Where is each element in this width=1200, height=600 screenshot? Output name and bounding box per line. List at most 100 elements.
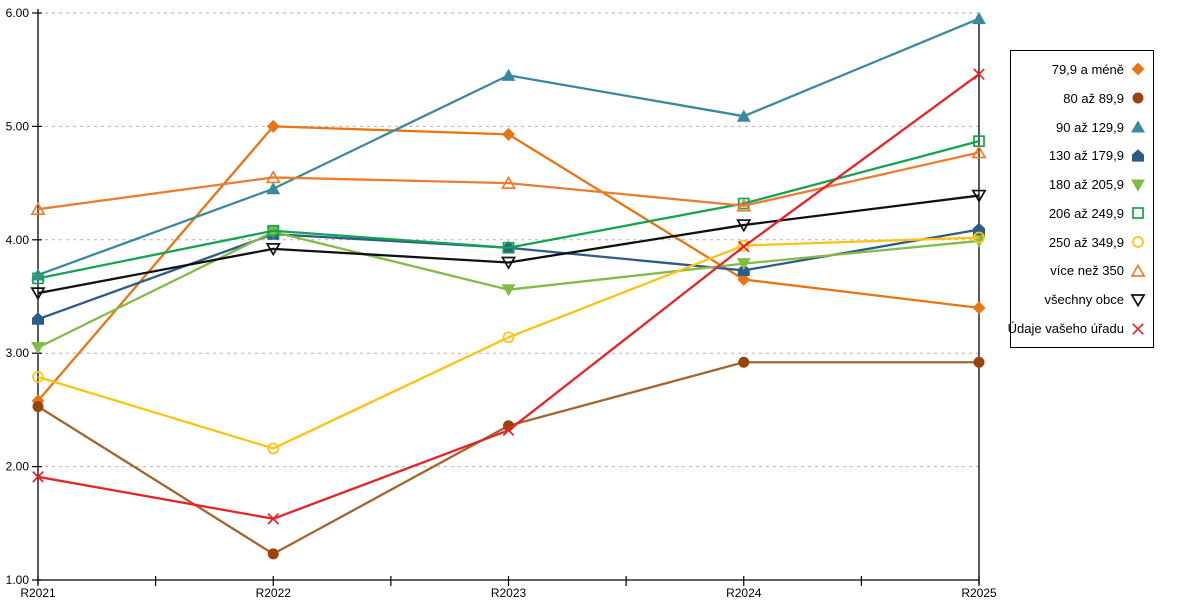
triangle-down-marker-icon [736, 219, 752, 233]
legend-item-9: Údaje vašeho úřadu [1007, 314, 1153, 343]
diamond-marker-icon [266, 119, 280, 133]
legend-marker [1131, 179, 1145, 192]
square-marker-icon [502, 241, 515, 254]
triangle-down-marker-icon [31, 342, 45, 355]
series-markers [32, 135, 985, 285]
legend-label: 80 až 89,9 [1063, 90, 1124, 106]
x-cross-marker-icon [502, 424, 515, 437]
square-marker-icon [1132, 207, 1144, 220]
series-line [37, 73, 980, 520]
series-markers [32, 222, 985, 325]
triangle-up-marker-icon [266, 182, 281, 195]
legend-item-4: 180 až 205,9 [1011, 170, 1153, 199]
series-markers [31, 119, 986, 408]
legend-marker [1132, 236, 1144, 249]
triangle-up-marker-icon [30, 201, 46, 216]
legend-item-6: 250 až 349,9 [1011, 228, 1153, 257]
pentagon-marker-icon [1132, 149, 1144, 162]
legend-item-8: všechny obce [1011, 285, 1153, 314]
circle-marker-icon [1132, 236, 1144, 249]
legend-label: 90 až 129,9 [1056, 119, 1124, 135]
diamond-marker-icon [1131, 62, 1145, 76]
legend-label: všechny obce [1044, 292, 1125, 308]
diamond-marker-icon [502, 127, 515, 141]
legend-label: více než 350 [1050, 263, 1124, 279]
series-markers [32, 68, 985, 525]
triangle-down-marker-icon [1131, 179, 1145, 192]
y-tick-label: 5.00 [6, 119, 30, 133]
pentagon-marker-icon [973, 222, 985, 236]
legend-label: 79,9 a méně [1051, 61, 1124, 77]
triangle-up-marker-icon [1130, 263, 1146, 277]
series-line [37, 151, 980, 211]
pentagon-marker-icon [32, 312, 44, 325]
triangle-down-marker-icon [736, 258, 751, 271]
x-cross-marker-icon [1132, 322, 1144, 335]
legend-marker [1132, 149, 1144, 162]
triangle-down-marker-icon [265, 243, 281, 257]
x-cross-marker-icon [973, 68, 985, 81]
diamond-marker-icon [737, 272, 751, 287]
x-tick-label: R2025 [961, 586, 997, 600]
legend: 79,9 a méně 80 až 89,9 90 až 129,9 130 až 1… [1007, 50, 1154, 348]
triangle-down-marker-icon [501, 284, 516, 297]
legend-item-5: 206 až 249,9 [1011, 199, 1153, 228]
series-markers [30, 189, 987, 301]
triangle-up-marker-icon [736, 109, 751, 122]
legend-marker [1131, 62, 1145, 76]
legend-marker [1132, 92, 1144, 104]
triangle-up-marker-icon [1131, 120, 1145, 133]
series-line [37, 361, 979, 556]
legend-label: 130 až 179,9 [1048, 148, 1124, 164]
y-tick-label: 6.00 [6, 6, 30, 20]
x-cross-marker-icon [737, 240, 750, 253]
triangle-up-marker-icon [972, 12, 986, 25]
circle-marker-icon [32, 371, 44, 383]
circle-marker-icon [1132, 92, 1144, 104]
y-tick-label: 3.00 [6, 346, 30, 360]
legend-label: 180 až 205,9 [1048, 177, 1124, 193]
y-tick-label: 2.00 [6, 460, 30, 474]
triangle-up-marker-icon [736, 198, 752, 212]
x-cross-marker-icon [267, 512, 280, 525]
series-markers [30, 145, 987, 216]
legend-marker [1131, 120, 1145, 133]
triangle-up-marker-icon [500, 175, 517, 189]
legend-item-3: 130 až 179,9 [1011, 141, 1153, 170]
diamond-marker-icon [972, 301, 986, 315]
series-line [37, 236, 980, 450]
legend-marker [1132, 322, 1144, 335]
legend-marker [1132, 207, 1144, 220]
legend-marker [1130, 263, 1146, 277]
legend-label: 206 až 249,9 [1048, 205, 1124, 221]
x-cross-marker-icon [32, 471, 44, 483]
triangle-up-marker-icon [501, 68, 516, 81]
legend-marker [1130, 293, 1146, 308]
circle-marker-icon [973, 356, 985, 368]
series-line [37, 140, 980, 280]
x-tick-label: R2024 [726, 586, 762, 600]
x-tick-label: R2021 [20, 586, 56, 600]
square-marker-icon [267, 224, 280, 237]
y-tick-label: 4.00 [6, 233, 30, 247]
legend-label: Údaje vašeho úřadu [1007, 321, 1124, 337]
legend-label: 250 až 349,9 [1048, 234, 1124, 250]
triangle-up-marker-icon [971, 145, 987, 159]
triangle-down-marker-icon [500, 256, 517, 270]
circle-marker-icon [32, 400, 44, 412]
series-line [37, 194, 980, 295]
triangle-up-marker-icon [265, 170, 281, 184]
circle-marker-icon [267, 548, 279, 560]
legend-item-2: 90 až 129,9 [1011, 113, 1153, 142]
triangle-down-marker-icon [1130, 293, 1146, 308]
square-marker-icon [32, 272, 44, 285]
circle-marker-icon [973, 231, 985, 244]
circle-marker-icon [738, 356, 750, 368]
series-markers [32, 356, 985, 560]
triangle-down-marker-icon [30, 287, 46, 301]
x-tick-label: R2022 [256, 586, 292, 600]
x-tick-label: R2023 [491, 586, 527, 600]
circle-marker-icon [267, 442, 280, 455]
y-tick-label: 1.00 [6, 573, 30, 587]
